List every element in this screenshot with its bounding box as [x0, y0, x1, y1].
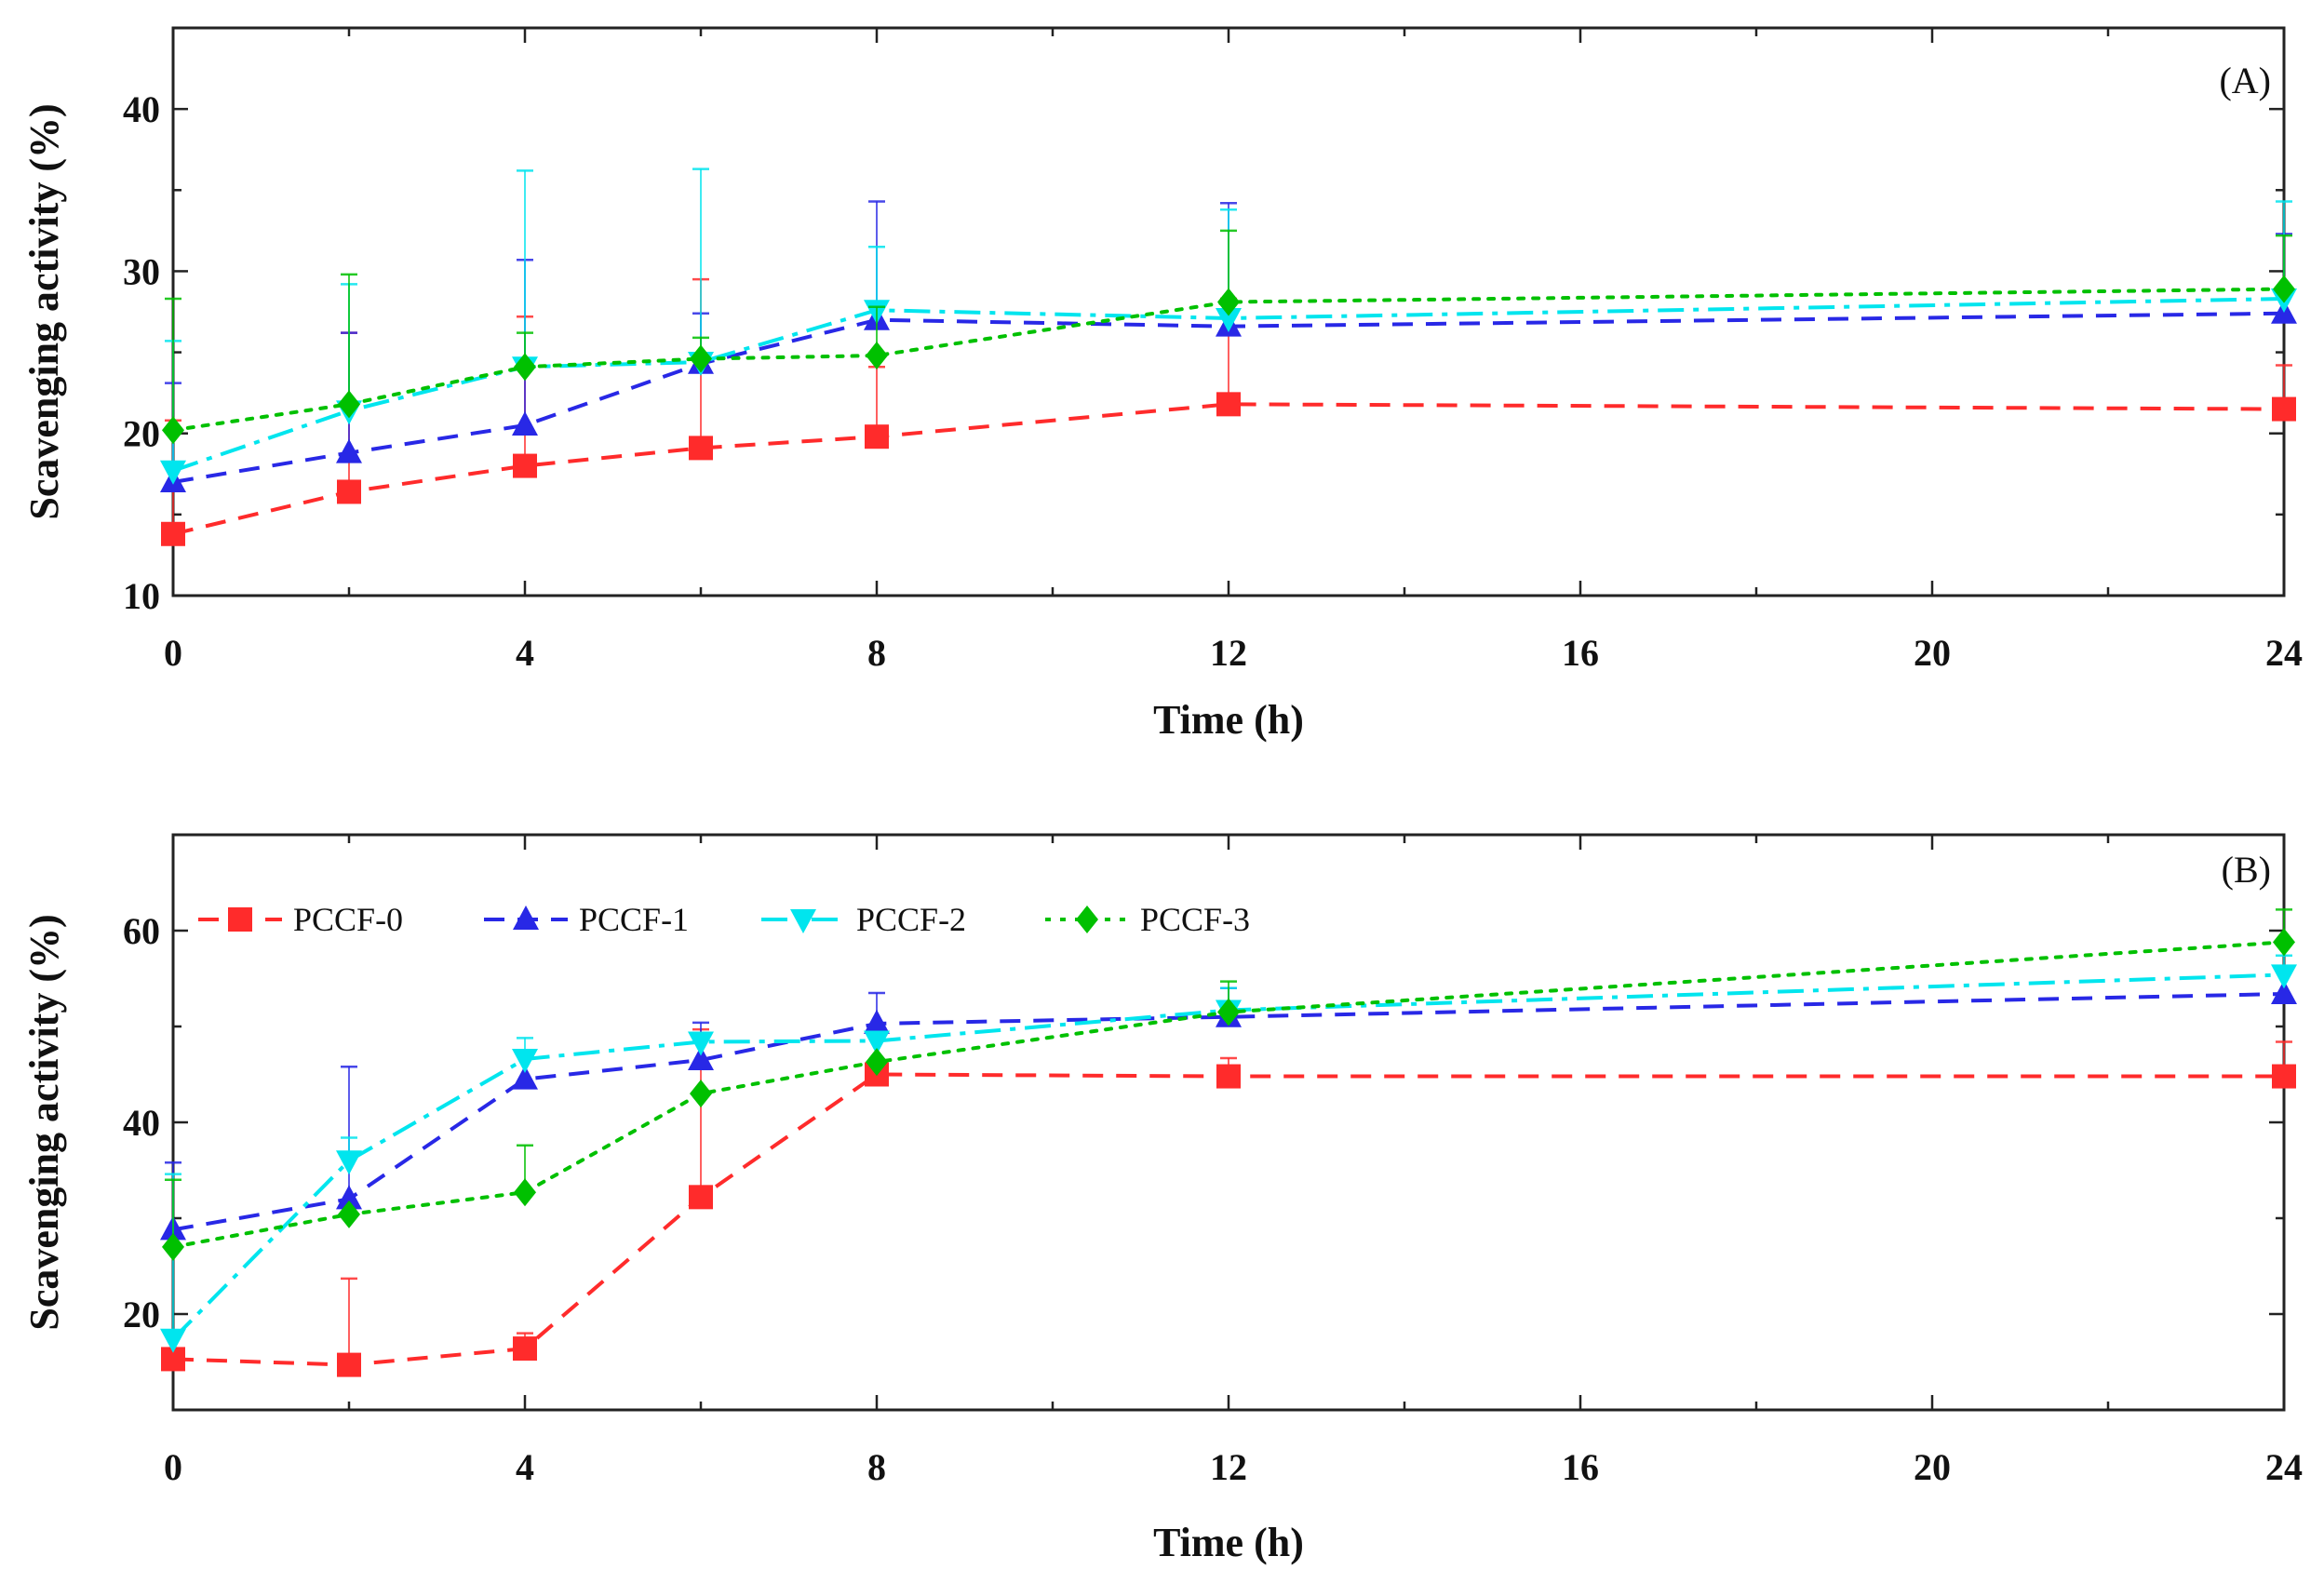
data-point [689, 1185, 713, 1210]
legend-item: PCCF-0 [198, 901, 403, 938]
y-axis-title: Scavenging activity (%) [21, 103, 67, 519]
series-line [171, 973, 2285, 1341]
data-point [688, 1046, 714, 1071]
data-point [337, 479, 361, 504]
data-point [864, 1009, 890, 1034]
data-point [512, 1065, 538, 1090]
x-tick-label: 8 [867, 1446, 886, 1488]
data-point [512, 1049, 538, 1074]
legend-marker [1076, 906, 1098, 933]
data-point [162, 1232, 184, 1261]
y-tick-label: 60 [123, 910, 160, 952]
legend-label: PCCF-2 [856, 901, 966, 938]
legend-label: PCCF-1 [579, 901, 689, 938]
data-point [1216, 307, 1242, 332]
data-point [2273, 928, 2295, 957]
data-point [690, 1080, 712, 1108]
data-point [2272, 1064, 2296, 1089]
y-tick-label: 20 [123, 413, 160, 455]
data-point [338, 390, 360, 419]
x-tick-label: 0 [164, 1446, 182, 1488]
x-tick-label: 12 [1210, 632, 1247, 674]
series-line [172, 1072, 2284, 1367]
y-tick-label: 10 [123, 575, 160, 617]
panel-b: 0 4 8 12 16 20 24 20 40 60 Time (h) Scavenging acti… [21, 833, 2303, 1565]
legend-marker [790, 909, 816, 933]
data-point [866, 342, 888, 370]
legend: PCCF-0 PCCF-1 PCCF-2 PCCF-3 [198, 901, 1250, 938]
data-point [161, 521, 185, 546]
data-point [336, 438, 362, 463]
data-point [864, 1030, 890, 1055]
series-pccf-3 [162, 229, 2295, 445]
data-point [513, 453, 537, 478]
data-point [160, 1328, 186, 1353]
x-axis-title: Time (h) [1153, 697, 1304, 743]
y-tick-label: 20 [123, 1294, 160, 1335]
data-point [866, 1048, 888, 1077]
series-pccf-3 [162, 908, 2295, 1261]
data-point [162, 416, 184, 445]
data-point [1216, 392, 1241, 417]
data-point [2271, 964, 2297, 989]
legend-item: PCCF-2 [761, 901, 966, 938]
data-point [2271, 979, 2297, 1004]
x-tick-label: 16 [1562, 632, 1599, 674]
legend-item: PCCF-3 [1045, 901, 1250, 938]
data-point [337, 1352, 361, 1377]
x-tick-label: 24 [2265, 1446, 2303, 1488]
x-tick-label: 24 [2265, 632, 2303, 674]
panel-label: (A) [2219, 60, 2271, 101]
data-point [160, 460, 186, 485]
y-tick-label: 40 [123, 1102, 160, 1144]
data-point [1217, 998, 1240, 1026]
data-point [338, 1200, 360, 1228]
x-tick-label: 4 [516, 632, 534, 674]
data-point [1216, 1064, 1241, 1089]
legend-label: PCCF-0 [293, 901, 403, 938]
x-axis-title: Time (h) [1153, 1520, 1304, 1565]
data-point [514, 1178, 536, 1207]
data-point [336, 1185, 362, 1210]
data-point [689, 436, 713, 461]
y-tick-label: 30 [123, 250, 160, 292]
panel-a: 0 4 8 12 16 20 24 10 20 30 40 Time (h) Scavenging ac… [21, 26, 2303, 743]
series-line [172, 991, 2285, 1232]
legend-marker [228, 907, 252, 932]
y-tick-label: 40 [123, 88, 160, 130]
data-point [1217, 288, 1240, 316]
y-axis-title: Scavenging activity (%) [21, 914, 67, 1330]
series-pccf-0 [161, 1027, 2296, 1377]
data-point [2273, 275, 2295, 303]
x-tick-label: 20 [1914, 632, 1951, 674]
x-tick-label: 8 [867, 632, 886, 674]
data-point [514, 353, 536, 382]
data-point [513, 1336, 537, 1362]
data-point [865, 424, 889, 449]
data-point [688, 1031, 714, 1056]
x-tick-label: 4 [516, 1446, 534, 1488]
series-line [172, 402, 2285, 536]
x-tick-label: 16 [1562, 1446, 1599, 1488]
series-pccf-2 [160, 168, 2297, 485]
panel-label: (B) [2222, 849, 2271, 891]
legend-label: PCCF-3 [1140, 901, 1250, 938]
legend-marker [513, 906, 539, 930]
data-point [2272, 396, 2296, 422]
data-point [512, 411, 538, 436]
legend-item: PCCF-1 [484, 901, 689, 938]
x-tick-label: 0 [164, 632, 182, 674]
data-point [690, 344, 712, 373]
x-tick-label: 12 [1210, 1446, 1247, 1488]
x-tick-label: 20 [1914, 1446, 1951, 1488]
data-point [336, 1150, 362, 1175]
